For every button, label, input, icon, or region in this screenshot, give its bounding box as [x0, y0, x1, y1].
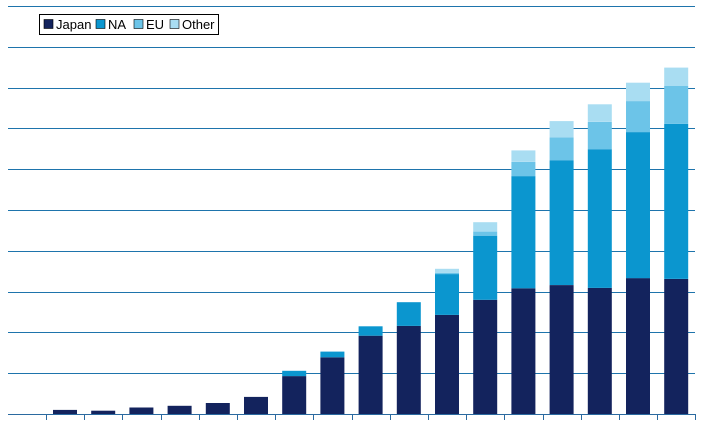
- legend-label-japan: Japan: [56, 17, 91, 32]
- legend-label-eu: EU: [146, 17, 164, 32]
- bar-eu: [626, 101, 650, 133]
- bar-eu: [435, 272, 459, 274]
- bar-japan: [167, 405, 192, 414]
- bar-japan: [396, 325, 421, 414]
- bar-japan: [549, 285, 574, 414]
- bar-japan: [53, 409, 77, 414]
- bar-other: [473, 222, 498, 232]
- bar-japan: [664, 279, 689, 414]
- bar-other: [664, 67, 689, 86]
- bar-japan: [473, 299, 498, 414]
- bar-eu: [587, 121, 612, 150]
- bar-japan: [511, 288, 536, 414]
- bar-japan: [626, 278, 650, 414]
- bar-japan: [244, 396, 268, 414]
- legend-swatch-japan: [43, 19, 54, 29]
- bar-na: [282, 370, 307, 377]
- legend: Japan NA EU Other: [39, 14, 219, 35]
- bar-japan: [205, 403, 230, 414]
- bar-japan: [358, 335, 383, 414]
- legend-label-na: NA: [108, 17, 126, 32]
- legend-swatch-other: [169, 19, 180, 29]
- bar-japan: [435, 314, 459, 414]
- gridlines: [8, 6, 695, 415]
- bar-japan: [129, 407, 154, 414]
- bar-other: [549, 121, 574, 138]
- bar-na: [664, 123, 689, 279]
- bar-eu: [549, 137, 574, 161]
- x-axis: [46, 414, 696, 420]
- bar-stacks: [53, 67, 689, 414]
- bar-na: [396, 302, 421, 326]
- bar-na: [587, 149, 612, 288]
- bar-japan: [587, 287, 612, 414]
- bar-na: [626, 132, 650, 279]
- bar-na: [358, 326, 383, 336]
- bar-japan: [282, 376, 307, 414]
- bar-japan: [320, 357, 345, 414]
- bar-other: [626, 82, 650, 102]
- bar-na: [511, 176, 536, 289]
- bar-na: [473, 235, 498, 300]
- bar-eu: [664, 86, 689, 124]
- bar-na: [549, 160, 574, 285]
- bar-other: [435, 268, 459, 273]
- legend-swatch-eu: [133, 19, 144, 29]
- bar-eu: [511, 161, 536, 177]
- legend-label-other: Other: [182, 17, 215, 32]
- bar-other: [587, 104, 612, 122]
- bar-na: [435, 274, 459, 315]
- bar-other: [511, 150, 536, 162]
- legend-swatch-na: [95, 19, 106, 29]
- bar-eu: [473, 231, 498, 236]
- bar-na: [320, 351, 345, 358]
- bar-japan: [91, 410, 116, 414]
